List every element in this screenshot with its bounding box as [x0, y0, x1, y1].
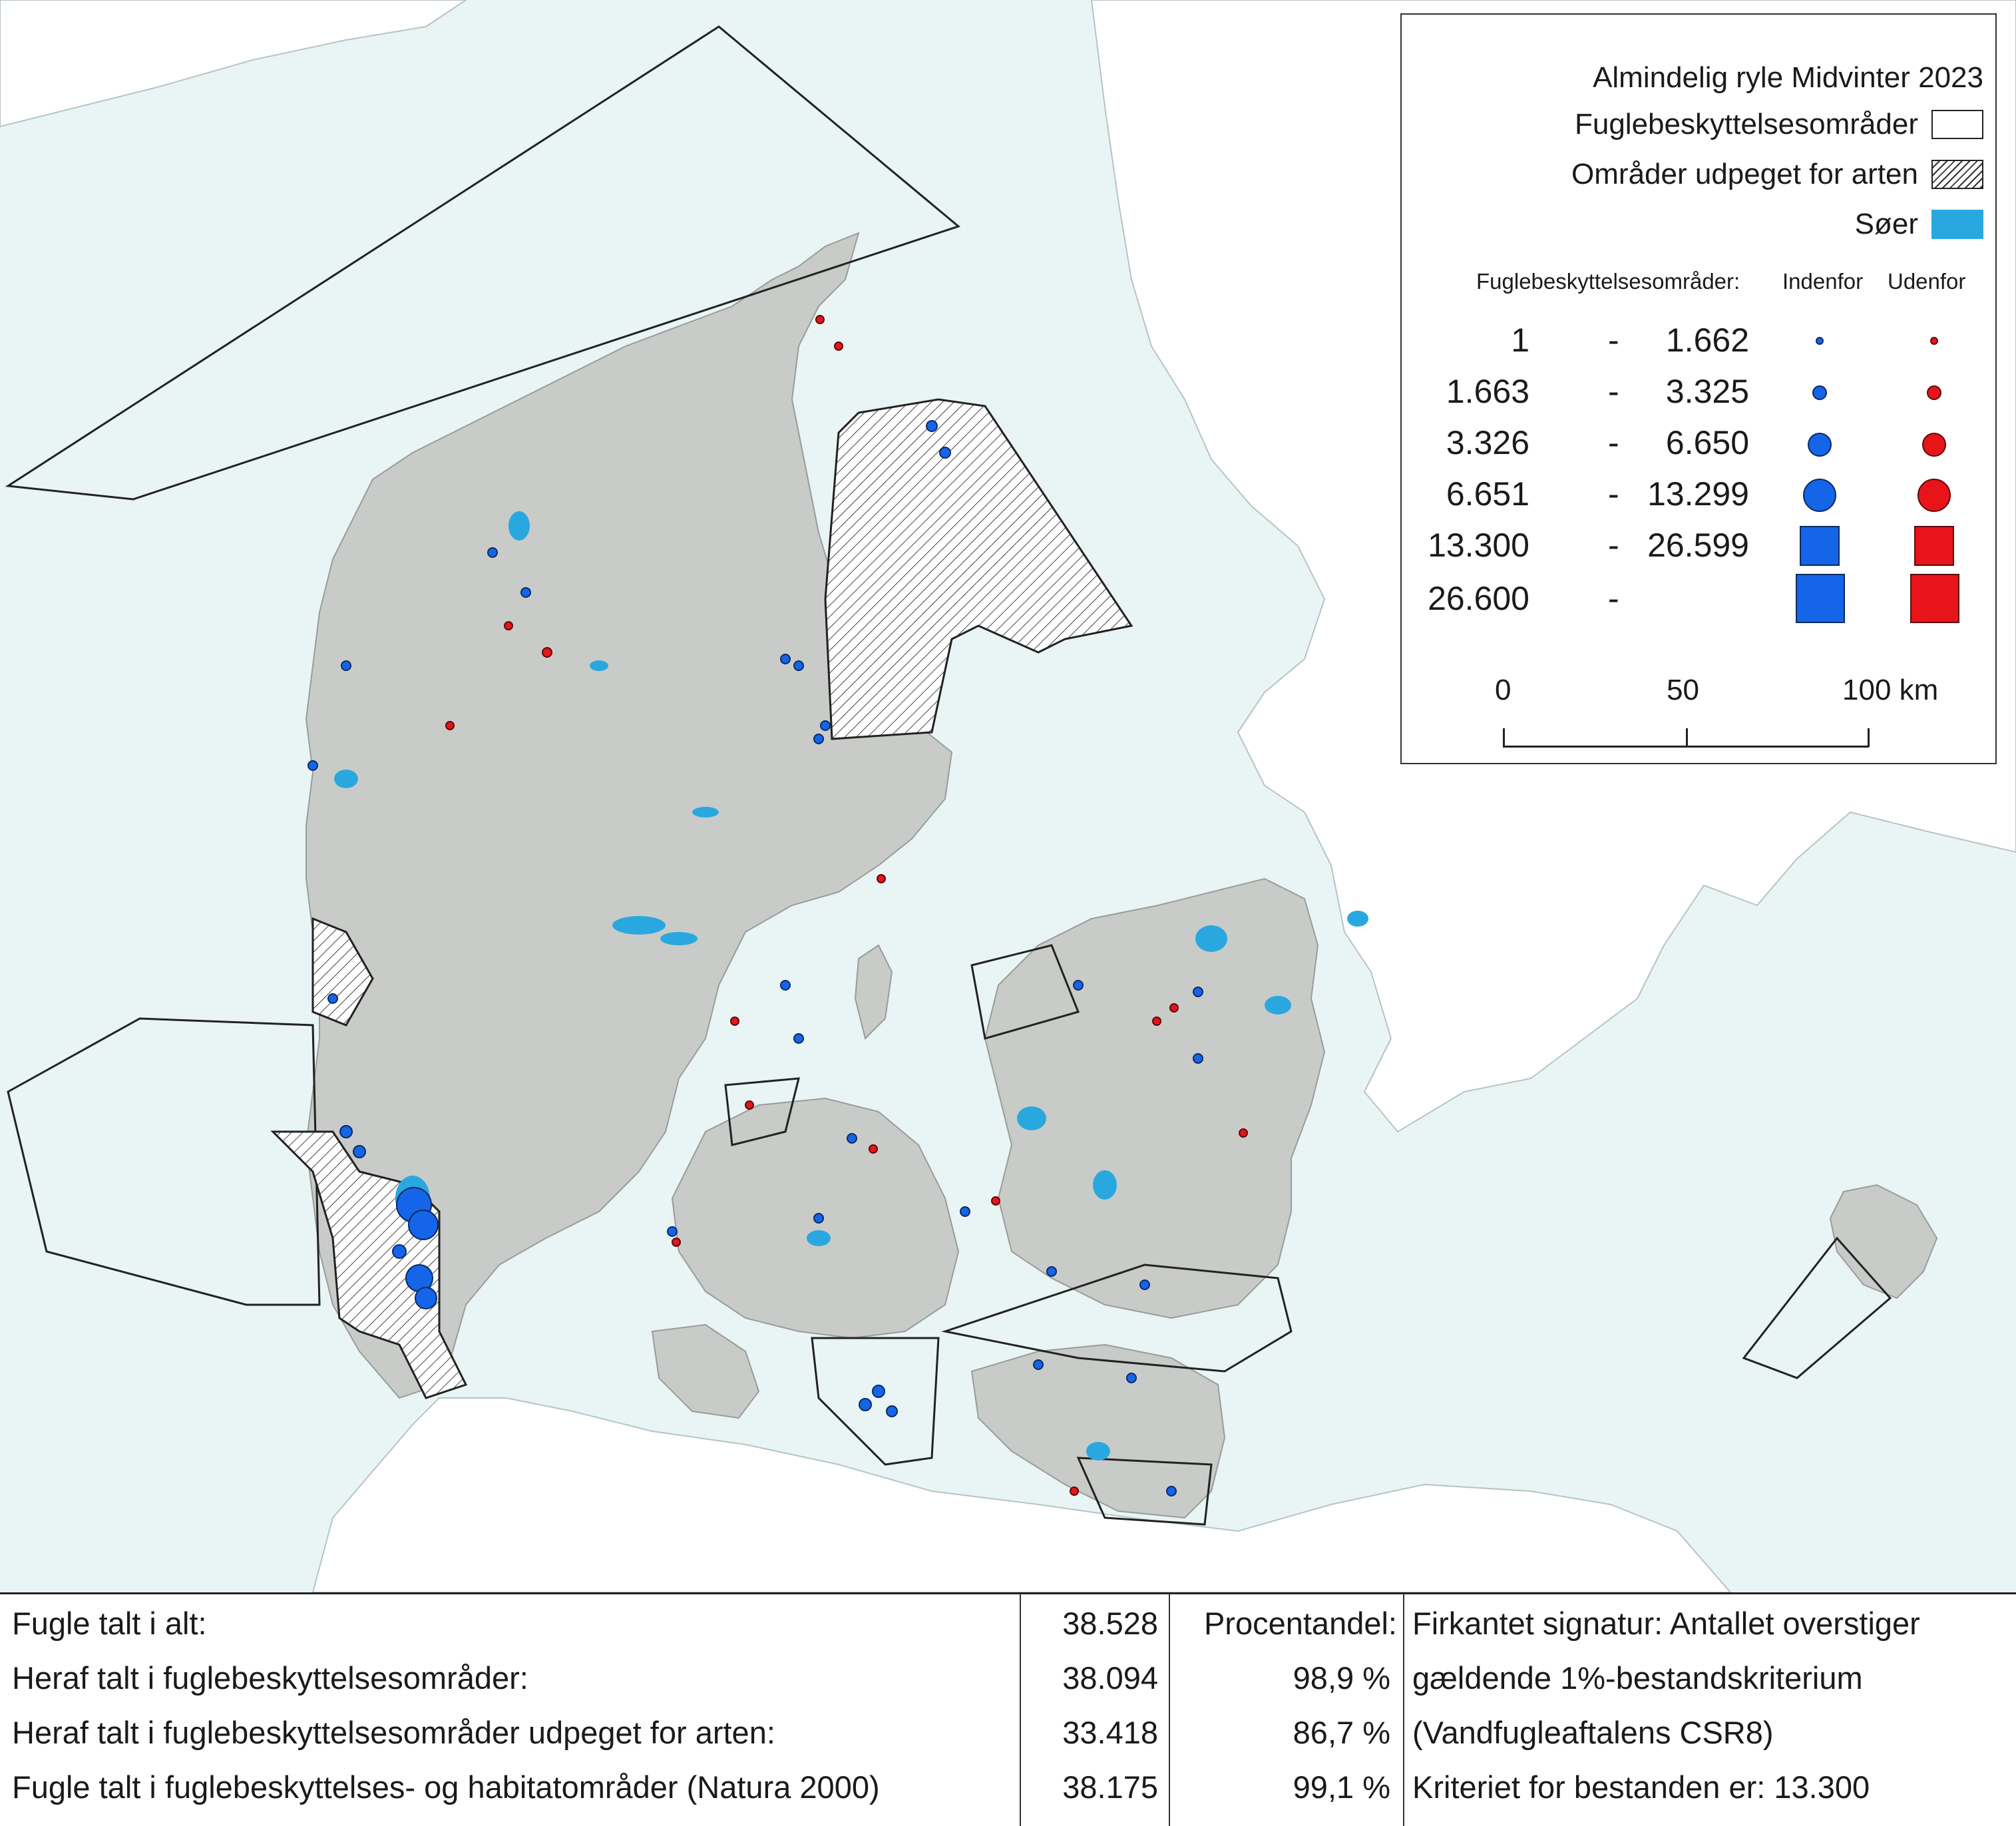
class-hi: 13.299	[1647, 475, 1749, 513]
class-dash: -	[1608, 527, 1619, 564]
class-dash: -	[1608, 580, 1619, 617]
class-lo: 6.651	[1446, 475, 1529, 513]
spa-swatch	[1931, 110, 1983, 139]
scale-label-100: 100 km	[1842, 674, 1939, 706]
symbol-inside	[1803, 479, 1836, 512]
class-lo: 1.663	[1446, 373, 1529, 410]
spa-bornholm	[1742, 1236, 1892, 1379]
symbol-outside	[1930, 337, 1938, 345]
stat-value-total: 38.528	[1062, 1606, 1158, 1641]
stat-value-spa: 38.094	[1062, 1660, 1158, 1696]
class-dash: -	[1608, 475, 1619, 513]
observations-outside	[445, 315, 1248, 1496]
pct-header: Procentandel:	[1203, 1606, 1397, 1641]
scale-label-0: 0	[1495, 674, 1512, 706]
samso	[854, 944, 893, 1040]
stat-value-natura2000: 38.175	[1062, 1769, 1158, 1805]
observations-inside	[307, 420, 1203, 1496]
legend-col-outside: Udenfor	[1888, 269, 1966, 294]
class-dash: -	[1608, 424, 1619, 461]
symbol-outside	[1914, 526, 1954, 566]
class-dash: -	[1608, 322, 1619, 359]
stat-pct-spa: 98,9 %	[1293, 1660, 1390, 1696]
legend-spa-row: Fuglebeskyttelsesområder	[1575, 108, 1983, 141]
legend-class-row: 1.663 - 3.325	[1402, 372, 1995, 424]
divider	[1020, 1594, 1021, 1826]
class-hi: 6.650	[1665, 424, 1749, 461]
spa-smaalandsfarvandet	[941, 1263, 1293, 1373]
legend-designated-label: Områder udpeget for arten	[1571, 158, 1918, 190]
spa-sejero	[970, 944, 1080, 1040]
legend-lakes-row: Søer	[1855, 208, 1983, 241]
lolland-falster	[970, 1343, 1226, 1519]
note-line: Firkantet signatur: Antallet overstiger	[1412, 1606, 1920, 1641]
bornholm	[1829, 1184, 1938, 1299]
south-funen-islands	[651, 1323, 760, 1419]
note-line: (Vandfugleaftalens CSR8)	[1412, 1715, 1774, 1750]
legend-class-row: 3.326 - 6.650	[1402, 423, 1995, 475]
stat-label-natura2000: Fugle talt i fuglebeskyttelses- og habit…	[12, 1769, 880, 1805]
scale-label-50: 50	[1667, 674, 1699, 706]
legend-class-row: 1 - 1.662	[1402, 321, 1995, 373]
symbol-outside	[1910, 574, 1959, 623]
divider	[1403, 1594, 1404, 1826]
map-legend: Almindelig ryle Midvinter 2023 Fuglebesk…	[1400, 13, 1997, 764]
spa-north-sea	[5, 25, 961, 501]
scale-tick	[1686, 728, 1688, 747]
legend-designated-row: Områder udpeget for arten	[1571, 158, 1983, 191]
legend-class-row: 13.300 - 26.599	[1402, 526, 1995, 578]
norway-land	[0, 0, 467, 128]
designated-swatch	[1931, 160, 1983, 189]
stat-pct-natura2000: 99,1 %	[1293, 1769, 1390, 1805]
scale-tick	[1503, 728, 1505, 747]
legend-lakes-label: Søer	[1854, 208, 1918, 240]
class-lo: 26.600	[1428, 580, 1529, 617]
stat-label-total: Fugle talt i alt:	[12, 1606, 207, 1641]
stat-label-designated: Heraf talt i fuglebeskyttelsesområder ud…	[12, 1715, 775, 1750]
spa-funen-south	[811, 1337, 940, 1466]
class-hi: 3.325	[1665, 373, 1749, 410]
legend-class-row: 6.651 - 13.299	[1402, 475, 1995, 527]
note-line: Kriteriet for bestanden er: 13.300	[1412, 1769, 1870, 1805]
spa-helnaes	[724, 1077, 800, 1146]
class-lo: 3.326	[1446, 424, 1529, 461]
class-hi: 1.662	[1665, 322, 1749, 359]
scale-tick	[1868, 728, 1870, 747]
legend-title: Almindelig ryle Midvinter 2023	[1593, 61, 1983, 94]
germany-land	[311, 1397, 1732, 1592]
stat-pct-designated: 86,7 %	[1293, 1715, 1390, 1750]
class-dash: -	[1608, 373, 1619, 410]
legend-title-row: Almindelig ryle Midvinter 2023	[1593, 61, 1983, 95]
symbol-inside	[1816, 337, 1824, 345]
divider	[1169, 1594, 1170, 1826]
symbol-outside	[1927, 385, 1941, 400]
legend-col-inside: Indenfor	[1782, 269, 1864, 294]
class-lo: 13.300	[1428, 527, 1529, 564]
statistics-table: Fugle talt i alt: Heraf talt i fuglebesk…	[0, 1592, 2016, 1826]
stat-value-designated: 33.418	[1062, 1715, 1158, 1750]
stat-label-spa: Heraf talt i fuglebeskyttelsesområder:	[12, 1660, 528, 1696]
symbol-inside	[1800, 526, 1840, 566]
lakes-swatch	[1931, 210, 1983, 239]
symbol-inside	[1812, 385, 1827, 400]
class-hi: 26.599	[1647, 527, 1749, 564]
symbol-inside	[1796, 574, 1845, 623]
legend-sub-header: Fuglebeskyttelsesområder:	[1476, 269, 1740, 294]
class-lo: 1	[1511, 322, 1529, 359]
spa-kattegat	[824, 398, 1133, 740]
symbol-inside	[1808, 433, 1832, 457]
note-line: gældende 1%-bestandskriterium	[1412, 1660, 1863, 1696]
spa-south-zealand	[1076, 1457, 1213, 1526]
legend-spa-label: Fuglebeskyttelsesområder	[1574, 108, 1918, 140]
spa-west-sea	[7, 1017, 321, 1306]
symbol-outside	[1917, 479, 1951, 512]
legend-class-row: 26.600 -	[1402, 574, 1995, 631]
symbol-outside	[1922, 433, 1946, 457]
